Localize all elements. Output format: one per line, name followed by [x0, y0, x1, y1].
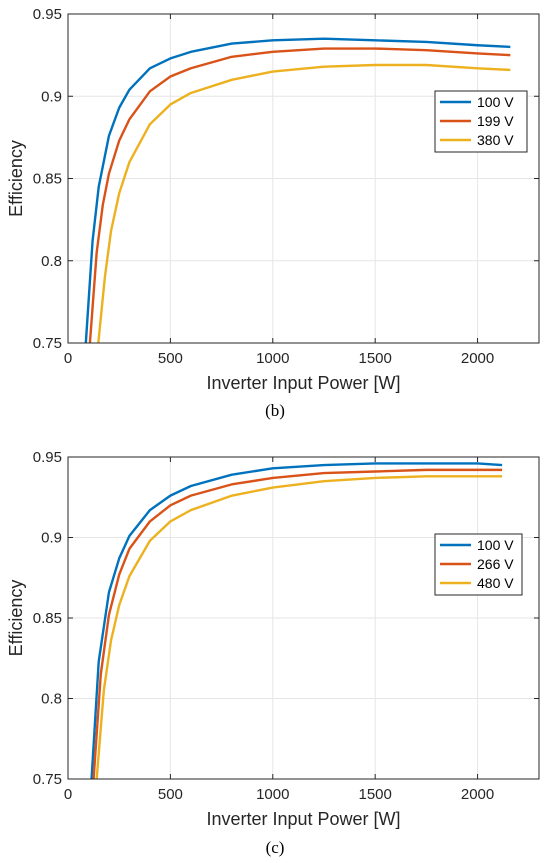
x-axis-label: Inverter Input Power [W] [206, 809, 400, 829]
chart-panel-c: 0 500 1000 1500 2000 0.75 0.8 0.85 0.9 0.95 Invert… [0, 431, 550, 863]
legend-entry: 199 V [477, 113, 514, 129]
y-tick-label: 0.75 [33, 771, 62, 788]
y-tick-label: 0.9 [41, 530, 62, 547]
legend-entry: 480 V [477, 575, 514, 591]
legend-entry: 100 V [477, 537, 514, 553]
x-tick-label: 2000 [461, 350, 494, 367]
y-tick-label: 0.8 [41, 253, 62, 270]
y-tick-label: 0.85 [33, 610, 62, 627]
x-tick-label: 2000 [461, 786, 494, 803]
series-line-199-v [88, 47, 511, 343]
efficiency-chart-b: 0 500 1000 1500 2000 0.75 0.8 0.85 0.9 0.95 Invert… [6, 6, 540, 393]
legend-entry: 100 V [477, 94, 514, 110]
y-tick-label: 0.85 [33, 171, 62, 188]
y-tick-label: 0.8 [41, 691, 62, 708]
chart-panel-b: 0 500 1000 1500 2000 0.75 0.8 0.85 0.9 0.95 Invert… [0, 0, 550, 431]
x-tick-label: 1000 [256, 350, 289, 367]
x-tick-label: 500 [158, 350, 183, 367]
x-axis-label: Inverter Input Power [W] [206, 373, 400, 393]
series-line-380-v [97, 63, 511, 343]
x-tick-label: 1000 [256, 786, 289, 803]
series-line-100-v [90, 462, 503, 779]
x-tick-label: 0 [64, 786, 72, 803]
legend-entry: 266 V [477, 556, 514, 572]
x-tick-label: 1500 [358, 786, 391, 803]
y-tick-label: 0.75 [33, 335, 62, 352]
series-line-100-v [84, 37, 511, 343]
x-tick-label: 1500 [358, 350, 391, 367]
axes-box [67, 13, 540, 344]
y-axis-label: Efficiency [6, 140, 26, 217]
y-tick-label: 0.95 [33, 6, 62, 23]
y-tick-label: 0.9 [41, 88, 62, 105]
series-line-480-v [95, 475, 503, 779]
x-tick-label: 500 [158, 786, 183, 803]
caption-b: (b) [265, 401, 285, 420]
caption-c: (c) [265, 838, 285, 857]
axes-box [67, 456, 540, 780]
series-line-266-v [92, 468, 503, 779]
legend-entry: 380 V [477, 132, 514, 148]
y-tick-label: 0.95 [33, 449, 62, 466]
efficiency-chart-c: 0 500 1000 1500 2000 0.75 0.8 0.85 0.9 0.95 Invert… [6, 449, 540, 829]
x-tick-label: 0 [64, 350, 72, 367]
y-axis-label: Efficiency [6, 580, 26, 657]
